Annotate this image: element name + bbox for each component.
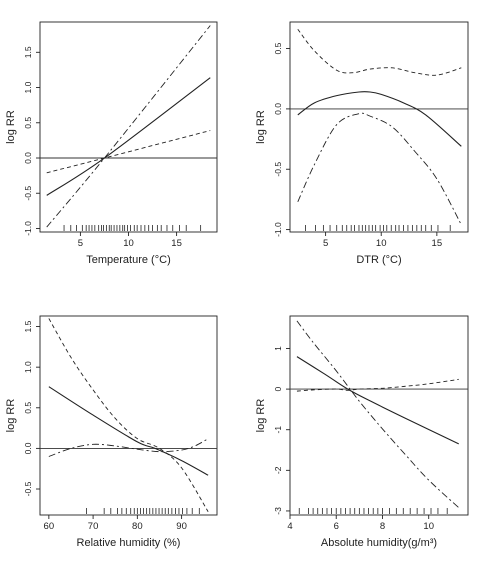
series-upper-ci-4	[296, 378, 459, 392]
y-tick-label: -0.5	[273, 162, 283, 177]
plot-frame-1	[39, 21, 218, 233]
y-tick-label: 0.5	[23, 402, 33, 414]
x-tick-label: 15	[171, 238, 182, 249]
y-tick-label: -1	[273, 426, 283, 434]
y-tick-label: 0	[273, 386, 283, 391]
panel-2: 5 10 15 -1.0 -0.5 0.0 0.5 DTR (°C) log RR	[255, 21, 469, 266]
y-axis-title-3: log RR	[5, 399, 17, 433]
y-tick-label: 1.0	[23, 81, 33, 93]
series-lower-ci-4	[296, 320, 460, 509]
series-upper-ci-2	[297, 28, 462, 76]
y-axis-title-4: log RR	[255, 399, 267, 433]
series-estimate-2	[297, 91, 462, 147]
x-tick-label: 6	[334, 521, 339, 532]
x-tick-label: 8	[380, 521, 385, 532]
series-upper-ci-1	[46, 130, 211, 174]
y-axis-title-2: log RR	[255, 110, 267, 144]
y-tick-label: -2	[273, 466, 283, 474]
x-tick-label: 4	[287, 521, 292, 532]
plot-frame-2	[289, 21, 469, 233]
x-tick-label: 60	[44, 521, 55, 532]
y-tick-label: 1.5	[23, 320, 33, 332]
series-lower-ci-2	[297, 112, 462, 225]
y-tick-label: -1.0	[273, 222, 283, 237]
series-lower-ci-1	[46, 25, 211, 228]
y-tick-label: 0.0	[23, 152, 33, 164]
y-tick-label: 1.5	[23, 46, 33, 58]
plot-frame-4	[289, 315, 469, 516]
x-axis-title-4: Absolute humidity(g/m³)	[321, 537, 437, 549]
x-tick-label: 5	[323, 238, 328, 249]
y-tick-label: -1.0	[23, 221, 33, 236]
x-tick-label: 15	[432, 238, 443, 249]
y-tick-label: -0.5	[23, 481, 33, 496]
x-tick-label: 80	[132, 521, 143, 532]
panel-3: 60 70 80 90 -0.5 0.0 0.5 1.0 1.5 Relative humidit…	[5, 315, 218, 549]
x-axis-title-1: Temperature (°C)	[86, 254, 170, 266]
series-estimate-4	[296, 356, 459, 445]
x-tick-label: 10	[123, 238, 134, 249]
y-tick-label: 0.5	[273, 42, 283, 54]
series-estimate-1	[46, 77, 211, 196]
series-lower-ci-3	[48, 438, 209, 457]
plot-frame-3	[39, 315, 218, 516]
panel-1: 5 10 15 -1.0 -0.5 0.0 0.5 1.0 1.5 Temperature (°C…	[5, 21, 218, 266]
x-axis-title-2: DTR (°C)	[356, 254, 401, 266]
y-tick-label: 1.0	[23, 361, 33, 373]
series-estimate-3	[48, 386, 209, 476]
y-tick-label: 0.0	[273, 103, 283, 115]
y-tick-label: 0.5	[23, 117, 33, 129]
series-upper-ci-3	[48, 318, 209, 512]
x-tick-label: 10	[376, 238, 387, 249]
panel-4: 4 6 8 10 -3 -2 -1 0 1 Absolute humidity(g/m³) log …	[255, 315, 469, 549]
y-tick-label: -3	[273, 507, 283, 515]
y-tick-label: -0.5	[23, 186, 33, 201]
y-axis-title-1: log RR	[5, 110, 17, 144]
x-tick-label: 70	[88, 521, 99, 532]
x-tick-label: 90	[176, 521, 187, 532]
y-tick-label: 1	[273, 346, 283, 351]
x-tick-label: 10	[423, 521, 434, 532]
x-tick-label: 5	[78, 238, 83, 249]
y-tick-label: 0.0	[23, 442, 33, 454]
x-axis-title-3: Relative humidity (%)	[77, 537, 181, 549]
